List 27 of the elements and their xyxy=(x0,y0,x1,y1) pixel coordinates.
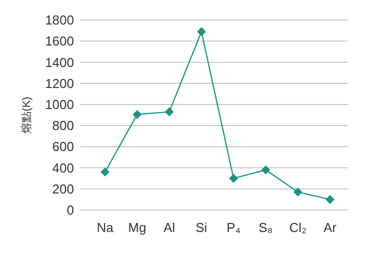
point xyxy=(261,165,270,174)
point xyxy=(229,174,238,183)
x-tick-label: S₈ xyxy=(258,220,273,235)
x-tick-label: Cl₂ xyxy=(289,220,307,235)
point xyxy=(100,168,110,176)
x-tick-label: Si xyxy=(196,220,208,235)
point xyxy=(164,107,174,116)
y-tick-label: 1800 xyxy=(45,12,74,28)
x-tick-label: Ar xyxy=(324,220,338,235)
point xyxy=(293,188,302,197)
y-tick-label: 800 xyxy=(52,118,74,134)
x-tick-label: Mg xyxy=(128,220,146,235)
y-tick-label: 1600 xyxy=(45,34,74,49)
y-tick-label: 200 xyxy=(52,181,74,196)
y-tick-label: 1400 xyxy=(45,54,74,70)
point xyxy=(132,110,142,119)
y-tick-label: 1200 xyxy=(45,76,74,91)
y-axis-title: 熔點(K) xyxy=(20,96,33,134)
point xyxy=(326,194,334,204)
x-tick-label: P₄ xyxy=(226,220,241,235)
y-tick-label: 600 xyxy=(52,139,74,154)
point xyxy=(196,27,206,36)
x-tick-label: Na xyxy=(96,220,114,235)
x-tick-label: Al xyxy=(164,220,176,235)
y-tick-label: 400 xyxy=(52,160,74,176)
y-tick-label: 1000 xyxy=(45,96,74,112)
y-tick-label: 0 xyxy=(66,202,74,218)
